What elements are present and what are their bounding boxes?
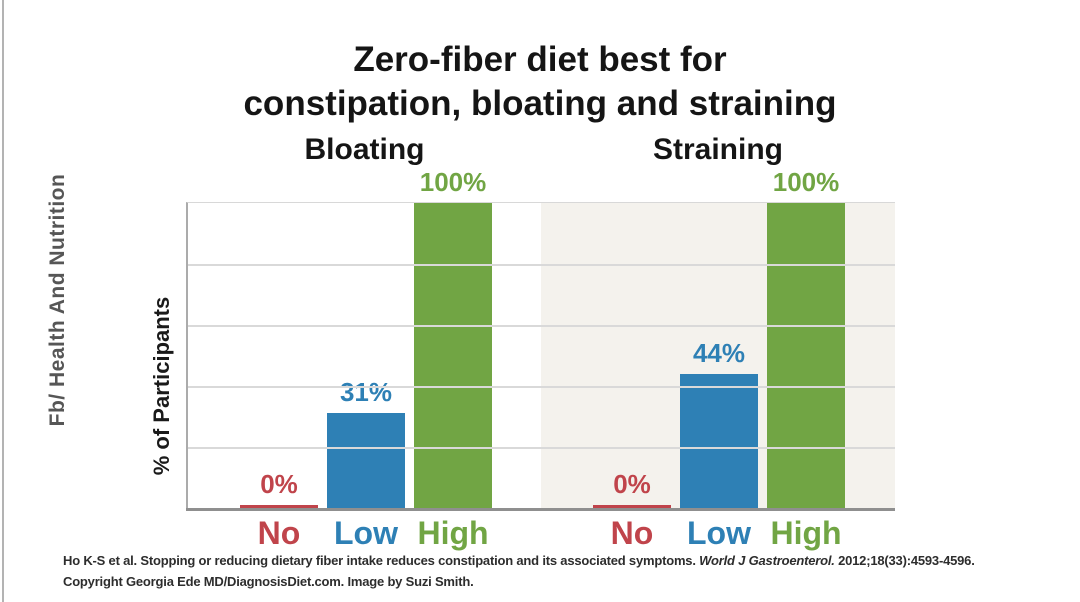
chart-title-line1: Zero-fiber diet best for [353,40,727,79]
citation-line2: Copyright Georgia Ede MD/DiagnosisDiet.c… [63,574,474,589]
citation-journal: World J Gastroenterol. [699,553,835,568]
watermark-text: Fb/ Health And Nutrition [46,173,69,427]
value-label-high-bloating: 100% [419,167,487,197]
value-label-no-bloating: 0% [260,469,298,499]
gridline-40 [188,386,895,388]
value-label-no-straining: 0% [613,469,651,499]
chart-plot: Bloating 0% No 31% Low 100% High Straining 0% No 4… [186,133,895,551]
bar-high-bloating [414,203,492,508]
citation: Ho K-S et al. Stopping or reducing dieta… [63,550,1068,592]
panel-bloating: Bloating 0% No 31% Low 100% High [188,133,541,551]
category-label-low-straining: Low [687,515,751,551]
category-label-high-straining: High [770,515,842,551]
citation-issue: 2012;18(33):4593-4596. [834,553,975,568]
bar-high-straining [767,203,845,508]
chart-title-line2: constipation, bloating and straining [243,84,837,123]
bar-no-bloating [240,505,318,508]
gridline-60 [188,325,895,327]
chart-title: Zero-fiber diet best for constipation, b… [0,38,1080,126]
panel-straining: Straining 0% No 44% Low 100% High [541,133,895,551]
x-axis-line [186,508,895,511]
category-label-no-straining: No [610,515,654,551]
bar-no-straining [593,505,671,508]
gridline-20 [188,447,895,449]
category-label-low-bloating: Low [334,515,398,551]
category-label-high-bloating: High [417,515,489,551]
category-label-no-bloating: No [257,515,301,551]
bar-low-straining [680,374,758,508]
panel-header-bloating: Bloating [304,133,425,166]
citation-line1: Ho K-S et al. Stopping or reducing dieta… [63,550,1068,571]
panel-header-straining: Straining [652,133,783,166]
citation-reference: Ho K-S et al. Stopping or reducing dieta… [63,553,700,568]
gridline-80 [188,264,895,266]
value-label-low-straining: 44% [692,338,746,368]
left-edge-line [2,0,4,602]
value-label-low-bloating: 31% [339,377,393,407]
bar-low-bloating [327,413,405,508]
value-label-high-straining: 100% [772,167,840,197]
y-axis-label: % of Participants [149,296,174,476]
